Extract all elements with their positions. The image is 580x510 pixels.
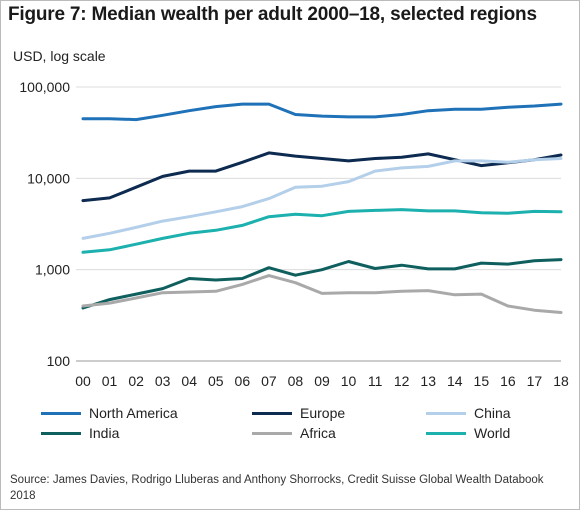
series-line-north-america — [81, 102, 563, 122]
x-tick-label: 04 — [181, 373, 197, 389]
x-tick-label: 03 — [155, 373, 171, 389]
chart-plot: USD, log scale 100 1,000 10,000 100,000 00 01… — [13, 48, 569, 389]
axis-layer: 100 1,000 10,000 100,000 00 01 02 03 04 05 06 07 08 0… — [19, 79, 569, 389]
legend-label: Europe — [300, 405, 346, 421]
legend-swatch-north-america — [41, 411, 81, 415]
y-tick-label: 10,000 — [27, 170, 70, 186]
x-tick-label: 01 — [102, 373, 118, 389]
series-line-world — [81, 208, 563, 254]
x-tick-label: 18 — [553, 373, 569, 389]
x-tick-label: 12 — [394, 373, 410, 389]
y-axis-title: USD, log scale — [13, 48, 106, 64]
x-tick-label: 17 — [527, 373, 543, 389]
x-tick-label: 07 — [261, 373, 277, 389]
series-line-china — [81, 157, 563, 240]
y-tick-label: 1,000 — [35, 262, 70, 278]
legend-swatch-india — [41, 431, 81, 435]
y-tick-label: 100 — [47, 353, 71, 369]
legend-item-north-america: North America — [41, 404, 178, 422]
legend-item-china: China — [426, 404, 511, 422]
x-tick-label: 14 — [447, 373, 463, 389]
x-tick-label: 16 — [500, 373, 516, 389]
x-tick-label: 11 — [368, 373, 383, 389]
series-line-africa — [81, 274, 563, 314]
x-tick-label: 13 — [420, 373, 436, 389]
x-tick-label: 00 — [75, 373, 91, 389]
legend-swatch-africa — [252, 431, 292, 435]
legend-swatch-world — [426, 431, 466, 435]
legend-swatch-china — [426, 411, 466, 415]
x-tick-label: 10 — [341, 373, 357, 389]
legend-item-india: India — [41, 424, 119, 442]
chart-title: Figure 7: Median wealth per adult 2000–1… — [8, 4, 537, 25]
legend-label: North America — [89, 405, 178, 421]
legend-item-europe: Europe — [252, 404, 345, 422]
series-line-india — [81, 258, 563, 310]
legend: North America Europe China India Africa World — [1, 401, 580, 461]
x-tick-label: 08 — [288, 373, 304, 389]
x-tick-label: 02 — [128, 373, 144, 389]
legend-label: Africa — [300, 425, 336, 441]
y-tick-label: 100,000 — [19, 79, 70, 95]
series-line-europe — [81, 151, 563, 203]
x-tick-label: 15 — [474, 373, 490, 389]
x-tick-label: 05 — [208, 373, 224, 389]
legend-label: World — [474, 425, 511, 441]
x-tick-label: 09 — [314, 373, 330, 389]
series-layer — [81, 102, 563, 314]
legend-label: China — [474, 405, 511, 421]
legend-item-world: World — [426, 424, 510, 442]
legend-label: India — [89, 425, 120, 441]
source-note: Source: James Davies, Rodrigo Lluberas a… — [10, 474, 544, 502]
x-tick-label: 06 — [235, 373, 251, 389]
legend-swatch-europe — [252, 411, 292, 415]
legend-item-africa: Africa — [252, 424, 336, 442]
